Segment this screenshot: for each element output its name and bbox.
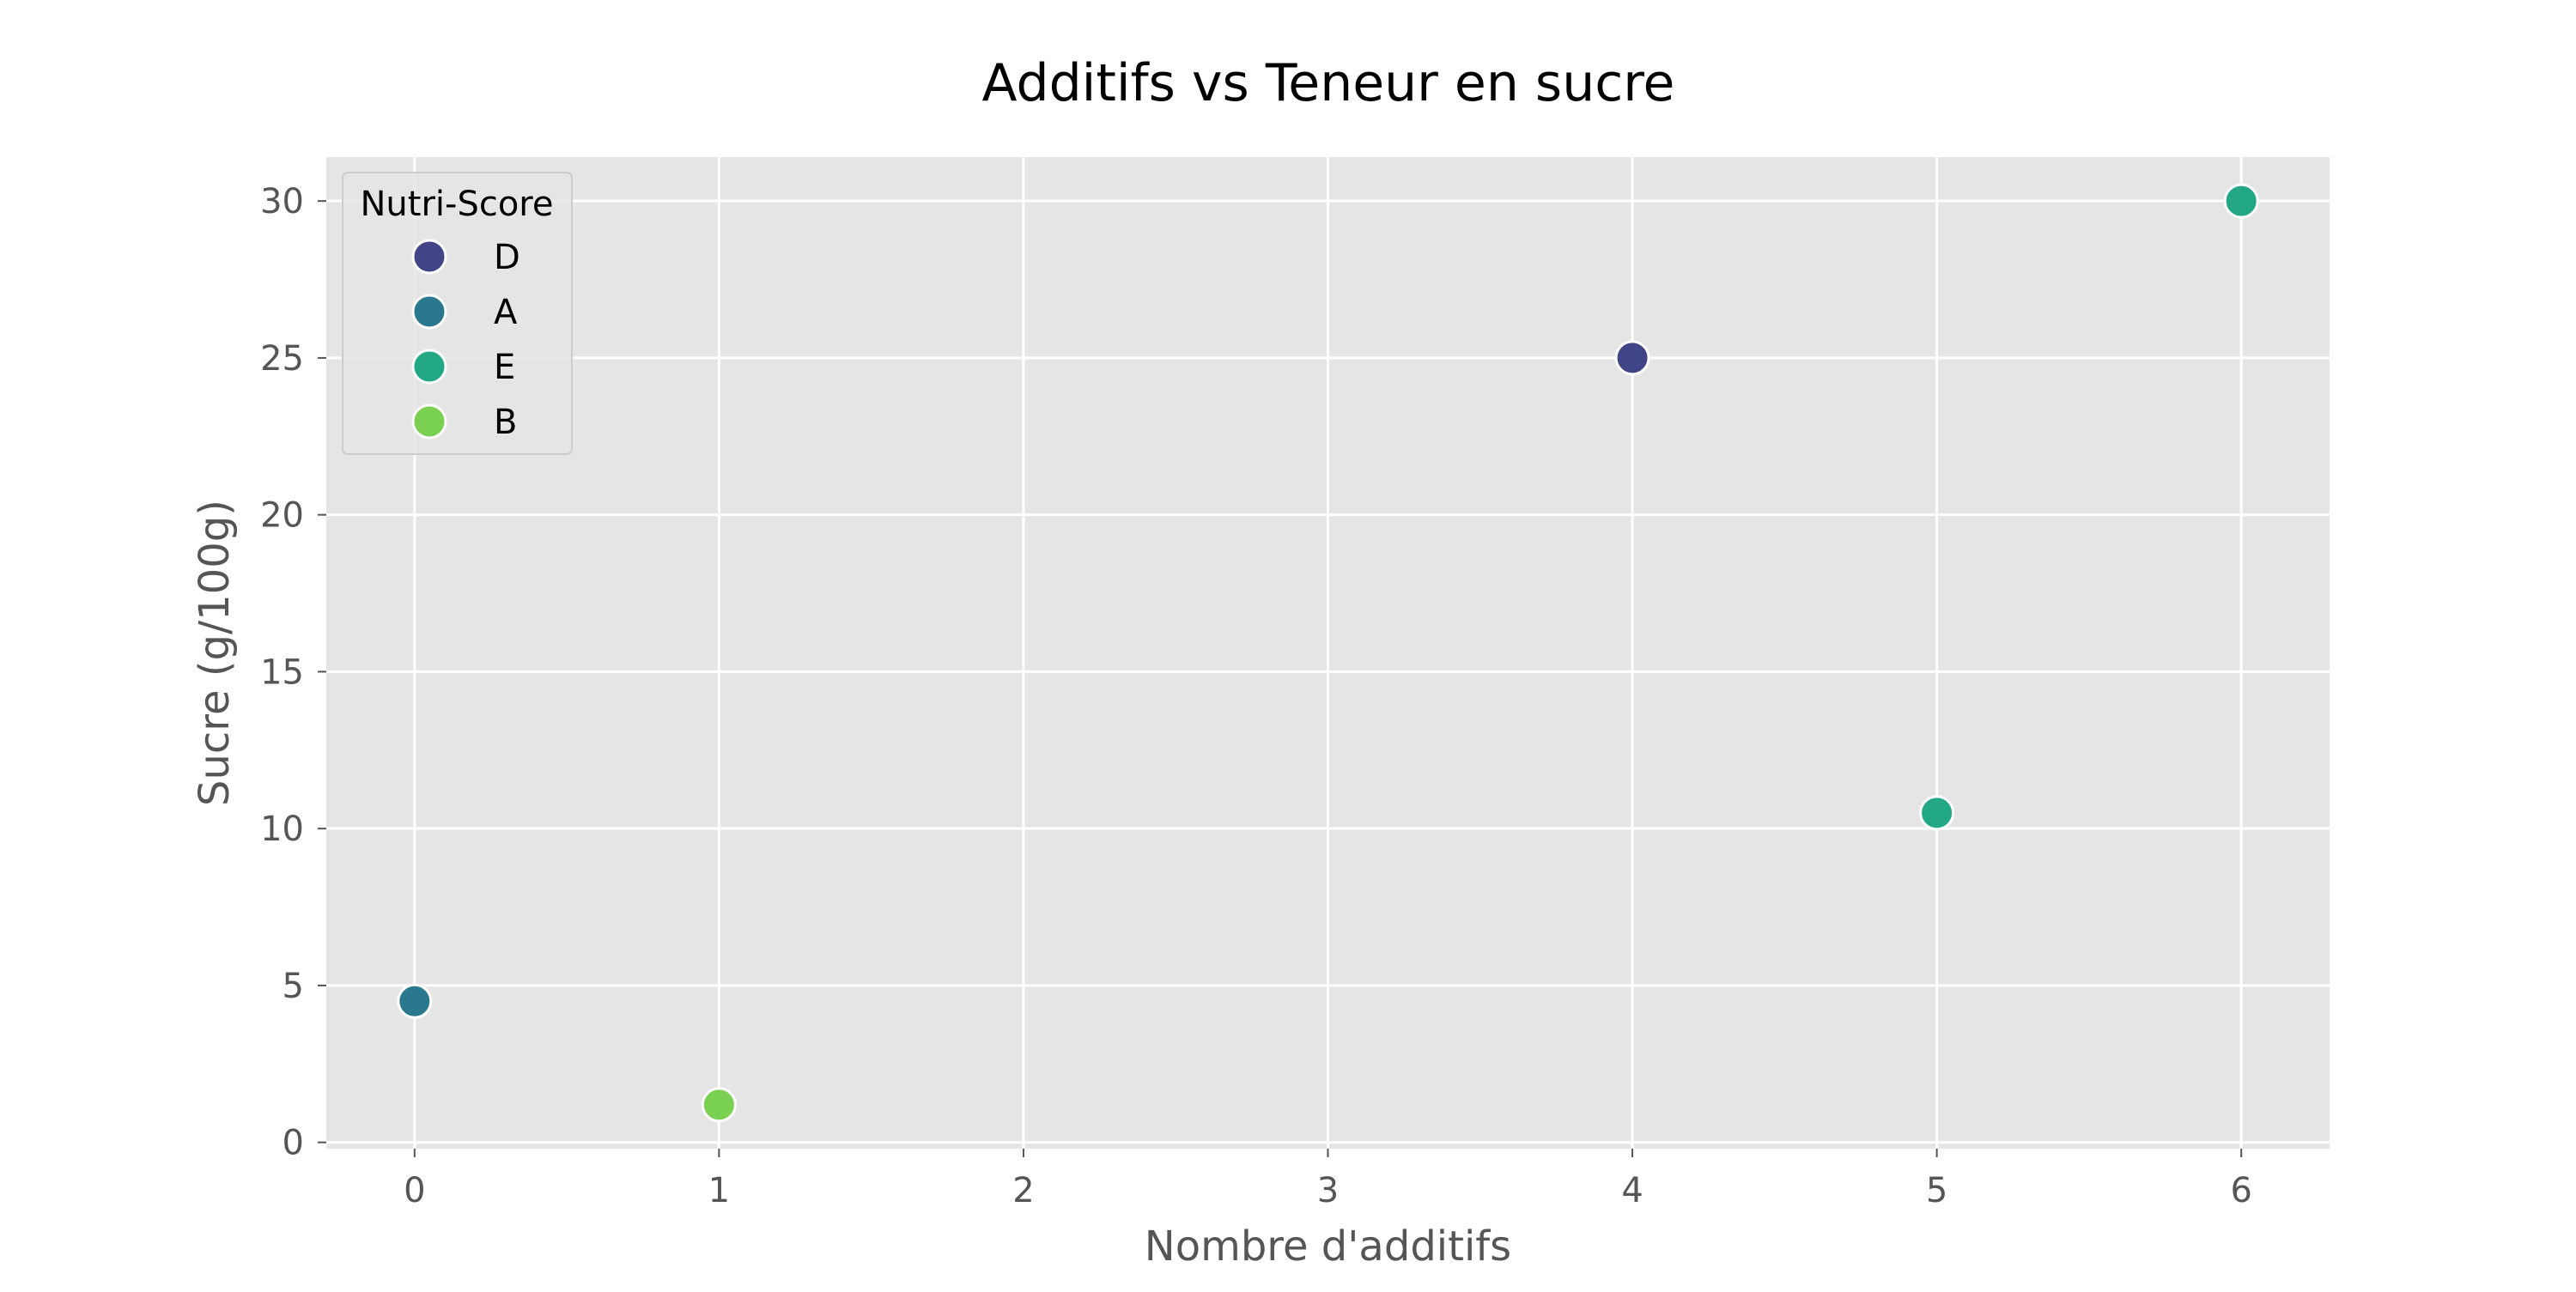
legend-marker-D — [411, 239, 447, 275]
axis-ticks: 0 1 2 3 4 5 6 0 5 10 15 20 25 30 — [260, 182, 2252, 1210]
legend-marker-B — [411, 403, 447, 440]
x-tick-label: 0 — [404, 1171, 425, 1210]
x-tick-label: 5 — [1926, 1171, 1947, 1210]
grid — [326, 157, 2330, 1149]
y-tick-label: 30 — [260, 182, 304, 221]
x-tick-label: 6 — [2230, 1171, 2251, 1210]
data-point-D-0 — [1614, 340, 1650, 376]
y-axis-label: Sucre (g/100g) — [191, 500, 239, 806]
chart-title: Additifs vs Teneur en sucre — [982, 53, 1675, 113]
x-tick-label: 2 — [1012, 1171, 1034, 1210]
y-tick-label: 20 — [260, 496, 304, 536]
y-tick-label: 15 — [260, 652, 304, 692]
legend-label-D: D — [494, 238, 520, 277]
legend-label-E: E — [494, 348, 515, 387]
legend-label-A: A — [494, 293, 518, 332]
data-points — [397, 183, 2259, 1123]
data-point-A-0 — [397, 983, 433, 1019]
x-tick-label: 4 — [1621, 1171, 1643, 1210]
x-tick-label: 3 — [1317, 1171, 1339, 1210]
legend-box — [342, 172, 573, 455]
y-tick-label: 25 — [260, 339, 304, 379]
data-point-B-0 — [701, 1087, 737, 1123]
data-point-E-1 — [2223, 183, 2259, 219]
y-tick-label: 10 — [260, 810, 304, 849]
x-axis-label: Nombre d'additifs — [1145, 1222, 1511, 1271]
legend-label-B: B — [494, 403, 517, 442]
legend-marker-A — [411, 294, 447, 330]
legend-marker-E — [411, 349, 447, 385]
y-tick-label: 0 — [283, 1124, 304, 1163]
data-point-E-0 — [1919, 795, 1955, 831]
legend-title: Nutri-Score — [361, 185, 554, 224]
y-tick-label: 5 — [283, 967, 304, 1006]
x-tick-label: 1 — [708, 1171, 730, 1210]
